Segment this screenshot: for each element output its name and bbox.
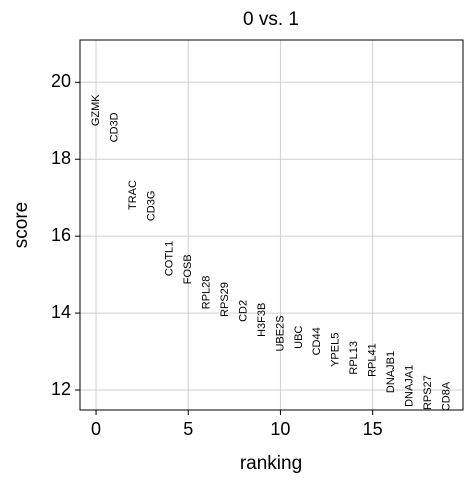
x-tick-label: 5 [183,419,193,439]
gene-label: RPS29 [219,282,231,317]
gene-label: RPL28 [201,276,213,310]
gene-label: H3F3B [256,303,268,337]
x-tick-label: 0 [91,419,101,439]
gene-label: RPS27 [422,375,434,410]
gene-label: CD8A [440,381,452,411]
gene-label: CD44 [311,327,323,355]
gene-label: YPEL5 [330,333,342,367]
gene-label: CD2 [237,300,249,322]
gene-label: DNAJB1 [385,351,397,393]
plot-frame [79,39,464,411]
gene-label: GZMK [90,94,102,126]
y-tick-label: 20 [51,71,71,91]
gene-label: CD3G [145,191,157,222]
y-tick-label: 16 [51,225,71,245]
x-axis-label: ranking [240,453,302,474]
y-tick-label: 18 [51,148,71,168]
gene-label: COTL1 [164,241,176,276]
x-tick-label: 10 [270,419,290,439]
gene-label: DNAJA1 [403,365,415,407]
y-axis-label: score [11,202,32,248]
gene-label: UBE2S [274,315,286,351]
x-tick-label: 15 [363,419,383,439]
chart-title: 0 vs. 1 [243,9,299,30]
gene-label: TRAC [127,180,139,210]
y-tick-label: 12 [51,379,71,399]
gene-label: RPL13 [348,341,360,375]
gene-label: FOSB [182,254,194,284]
gene-label: UBC [293,326,305,349]
y-tick-label: 14 [51,302,71,322]
gene-label: RPL41 [367,343,379,377]
gene-label: CD3D [108,112,120,142]
